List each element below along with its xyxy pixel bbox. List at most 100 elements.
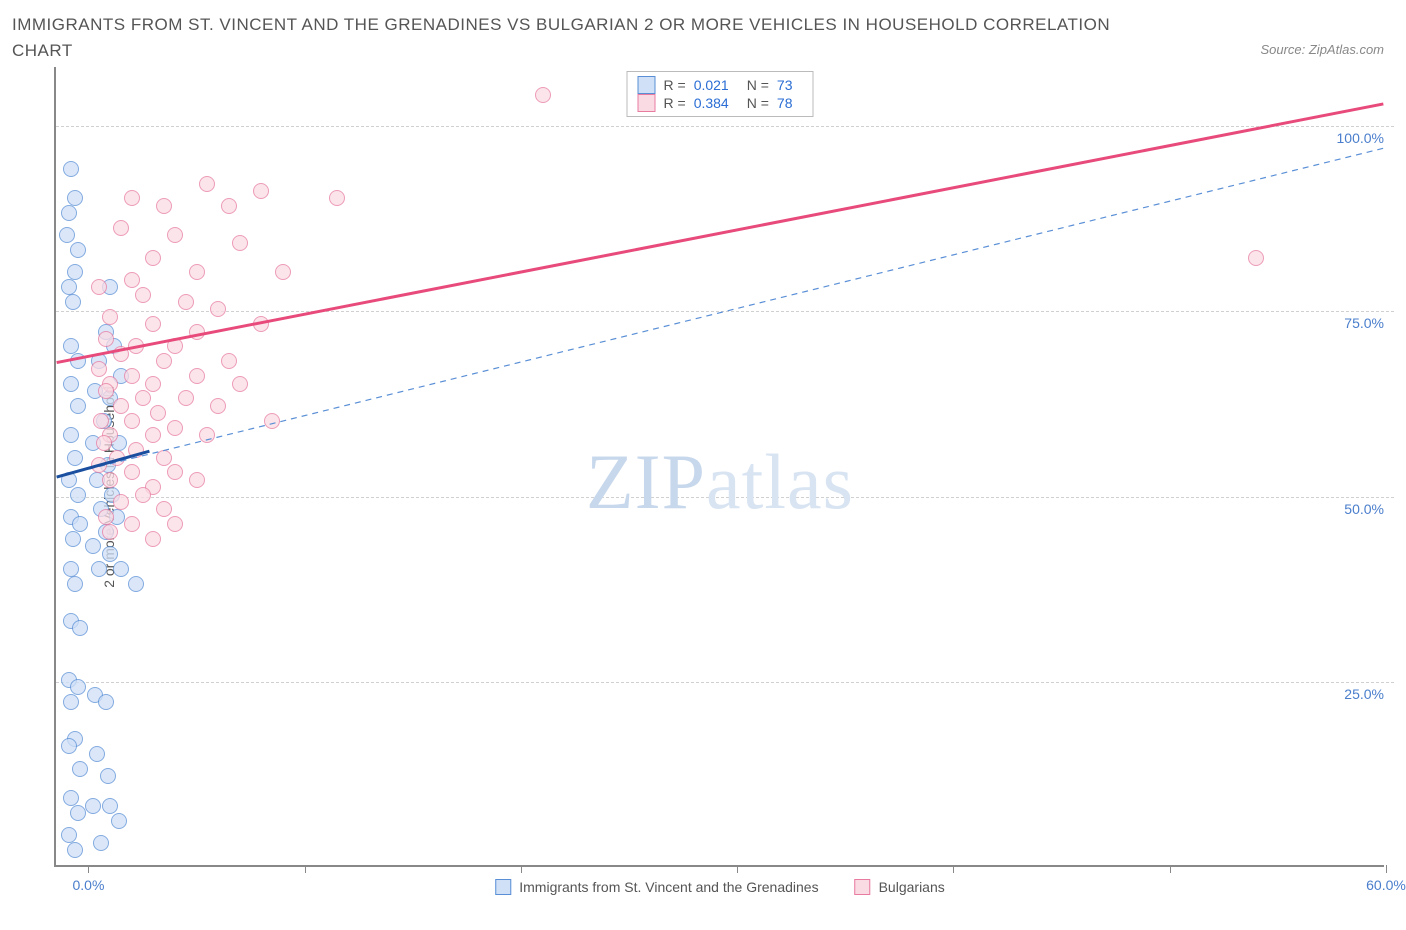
- scatter-point: [70, 353, 86, 369]
- scatter-point: [67, 190, 83, 206]
- scatter-point: [72, 516, 88, 532]
- scatter-point: [98, 383, 114, 399]
- n-value-b: 78: [777, 95, 793, 111]
- x-tick: [521, 865, 522, 873]
- stats-row-b: R = 0.384 N = 78: [638, 94, 803, 112]
- swatch-series-a: [495, 879, 511, 895]
- watermark-zip: ZIP: [586, 438, 706, 525]
- swatch-series-b: [638, 94, 656, 112]
- scatter-point: [156, 501, 172, 517]
- scatter-point: [72, 761, 88, 777]
- scatter-point: [91, 457, 107, 473]
- n-label: N =: [747, 77, 769, 93]
- scatter-point: [91, 279, 107, 295]
- legend-item-a: Immigrants from St. Vincent and the Gren…: [495, 879, 818, 895]
- scatter-point: [124, 516, 140, 532]
- scatter-point: [72, 620, 88, 636]
- gridline: [56, 497, 1394, 498]
- scatter-point: [124, 368, 140, 384]
- scatter-point: [65, 294, 81, 310]
- scatter-point: [167, 516, 183, 532]
- scatter-point: [91, 561, 107, 577]
- scatter-point: [156, 353, 172, 369]
- scatter-point: [113, 561, 129, 577]
- legend-item-b: Bulgarians: [855, 879, 945, 895]
- scatter-point: [102, 798, 118, 814]
- scatter-point: [135, 390, 151, 406]
- scatter-point: [91, 361, 107, 377]
- scatter-point: [96, 435, 112, 451]
- y-tick-label: 50.0%: [1342, 501, 1386, 517]
- scatter-point: [199, 176, 215, 192]
- scatter-point: [145, 250, 161, 266]
- scatter-point: [199, 427, 215, 443]
- scatter-point: [67, 264, 83, 280]
- scatter-point: [61, 738, 77, 754]
- scatter-point: [63, 561, 79, 577]
- x-tick: [1386, 865, 1387, 873]
- scatter-point: [535, 87, 551, 103]
- scatter-point: [85, 798, 101, 814]
- scatter-point: [98, 509, 114, 525]
- scatter-point: [102, 524, 118, 540]
- x-tick: [1170, 865, 1171, 873]
- chart-container: 2 or more Vehicles in Household ZIPatlas…: [12, 67, 1394, 907]
- scatter-point: [70, 242, 86, 258]
- stats-legend-box: R = 0.021 N = 73 R = 0.384 N = 78: [627, 71, 814, 117]
- scatter-point: [221, 353, 237, 369]
- legend-bottom: Immigrants from St. Vincent and the Gren…: [495, 879, 945, 895]
- legend-label-a: Immigrants from St. Vincent and the Gren…: [519, 879, 818, 895]
- plot-area: ZIPatlas R = 0.021 N = 73 R = 0.384 N = …: [54, 67, 1384, 867]
- r-label: R =: [664, 95, 686, 111]
- scatter-point: [128, 442, 144, 458]
- scatter-point: [167, 420, 183, 436]
- scatter-point: [210, 398, 226, 414]
- scatter-point: [329, 190, 345, 206]
- scatter-point: [89, 746, 105, 762]
- scatter-point: [109, 450, 125, 466]
- scatter-point: [124, 413, 140, 429]
- scatter-point: [61, 472, 77, 488]
- scatter-point: [145, 531, 161, 547]
- scatter-point: [156, 450, 172, 466]
- scatter-point: [210, 301, 226, 317]
- n-value-a: 73: [777, 77, 793, 93]
- swatch-series-b: [855, 879, 871, 895]
- scatter-point: [70, 487, 86, 503]
- scatter-point: [167, 227, 183, 243]
- n-label: N =: [747, 95, 769, 111]
- scatter-point: [100, 768, 116, 784]
- swatch-series-a: [638, 76, 656, 94]
- scatter-point: [63, 338, 79, 354]
- scatter-point: [156, 198, 172, 214]
- scatter-point: [189, 264, 205, 280]
- scatter-point: [178, 390, 194, 406]
- scatter-point: [61, 827, 77, 843]
- legend-label-b: Bulgarians: [879, 879, 945, 895]
- scatter-point: [98, 331, 114, 347]
- scatter-point: [93, 835, 109, 851]
- x-tick: [737, 865, 738, 873]
- scatter-point: [67, 576, 83, 592]
- scatter-point: [124, 190, 140, 206]
- scatter-point: [124, 464, 140, 480]
- y-tick-label: 25.0%: [1342, 686, 1386, 702]
- gridline: [56, 682, 1394, 683]
- scatter-point: [135, 487, 151, 503]
- scatter-point: [128, 338, 144, 354]
- scatter-point: [128, 576, 144, 592]
- scatter-point: [63, 376, 79, 392]
- scatter-point: [111, 813, 127, 829]
- scatter-point: [178, 294, 194, 310]
- scatter-point: [167, 338, 183, 354]
- source-attribution: Source: ZipAtlas.com: [1260, 42, 1394, 63]
- y-tick-label: 100.0%: [1335, 130, 1386, 146]
- scatter-point: [145, 376, 161, 392]
- y-tick-label: 75.0%: [1342, 315, 1386, 331]
- scatter-point: [63, 790, 79, 806]
- r-label: R =: [664, 77, 686, 93]
- x-tick: [88, 865, 89, 873]
- watermark-atlas: atlas: [706, 438, 854, 525]
- scatter-point: [150, 405, 166, 421]
- gridline: [56, 311, 1394, 312]
